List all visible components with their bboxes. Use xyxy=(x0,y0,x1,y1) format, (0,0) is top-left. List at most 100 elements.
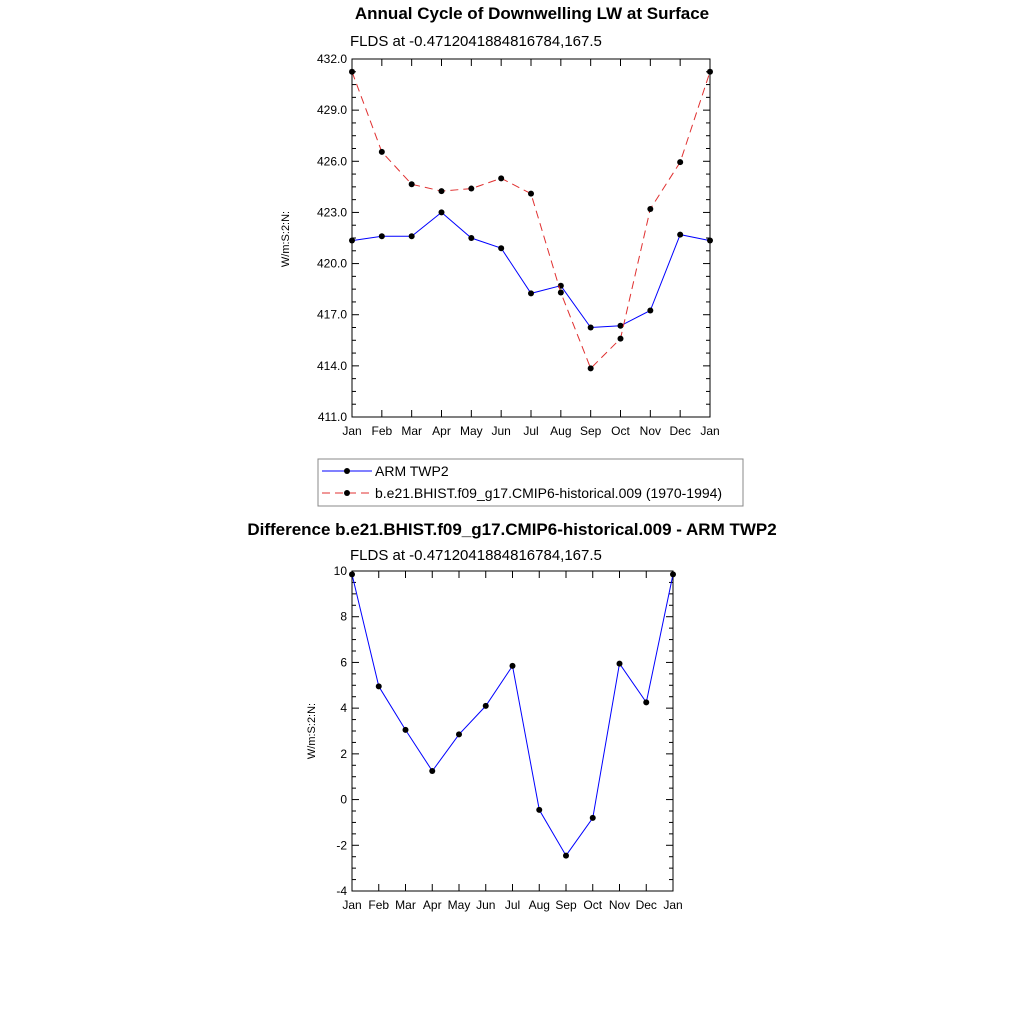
data-point xyxy=(482,702,489,709)
y-tick-label: 429.0 xyxy=(317,103,347,117)
data-point xyxy=(557,289,564,296)
x-tick-label: Feb xyxy=(371,424,392,438)
axes: Jan Feb Mar Apr May Jun Jul Aug Sep Oct Nov Dec Jan-… xyxy=(334,564,683,912)
x-tick-label: Jan xyxy=(342,898,361,912)
data-point xyxy=(647,206,654,213)
data-point xyxy=(349,237,355,244)
data-point xyxy=(349,68,355,75)
y-tick-label: -4 xyxy=(336,884,347,898)
x-tick-label: Apr xyxy=(423,898,442,912)
data-point xyxy=(498,175,505,182)
x-tick-label: Sep xyxy=(555,898,577,912)
legend-marker-arm xyxy=(344,468,350,474)
legend-label-arm: ARM TWP2 xyxy=(375,463,449,479)
data-point xyxy=(528,190,534,197)
data-point xyxy=(616,660,623,667)
data-point xyxy=(670,571,676,578)
plot-frame xyxy=(351,570,674,892)
x-tick-label: Oct xyxy=(611,424,630,438)
data-point xyxy=(375,683,382,690)
data-point xyxy=(408,233,415,240)
data-point xyxy=(378,233,385,240)
x-tick-label: Nov xyxy=(640,424,661,438)
data-point xyxy=(468,185,475,192)
series-line-0 xyxy=(351,211,711,329)
data-point xyxy=(677,159,684,166)
x-tick-label: Oct xyxy=(583,898,602,912)
y-tick-label: 0 xyxy=(340,793,347,807)
y-tick-label: 2 xyxy=(340,747,347,761)
data-point xyxy=(647,307,654,314)
x-tick-label: Jan xyxy=(663,898,682,912)
y-tick-label: 6 xyxy=(340,655,347,669)
data-point xyxy=(498,245,505,252)
x-tick-label: Jan xyxy=(700,424,719,438)
series-line-0 xyxy=(351,574,674,857)
annual-cycle-chart: Annual Cycle of Downwelling LW at Surfac… xyxy=(280,4,720,438)
chart-subtitle: FLDS at -0.4712041884816784,167.5 xyxy=(350,33,602,50)
data-point xyxy=(587,324,594,331)
legend: ARM TWP2 b.e21.BHIST.f09_g17.CMIP6-histo… xyxy=(317,458,744,507)
x-tick-label: Nov xyxy=(609,898,630,912)
y-tick-label: 417.0 xyxy=(317,308,347,322)
data-point xyxy=(408,181,415,188)
data-point xyxy=(643,699,650,706)
x-tick-label: Feb xyxy=(368,898,389,912)
series-group xyxy=(349,571,676,859)
x-tick-label: Jan xyxy=(342,424,361,438)
plot-frame xyxy=(351,58,711,418)
data-point xyxy=(589,814,596,821)
data-point xyxy=(438,209,445,216)
x-tick-label: Sep xyxy=(580,424,602,438)
x-tick-label: May xyxy=(460,424,483,438)
x-tick-label: Aug xyxy=(529,898,550,912)
difference-chart: Difference b.e21.BHIST.f09_g17.CMIP6-his… xyxy=(247,520,776,912)
data-point xyxy=(509,662,516,669)
chart-subtitle: FLDS at -0.4712041884816784,167.5 xyxy=(350,547,602,564)
y-tick-label: 423.0 xyxy=(317,205,347,219)
y-tick-label: 411.0 xyxy=(318,410,347,424)
data-point xyxy=(707,68,713,75)
data-point xyxy=(528,290,534,297)
x-tick-label: Dec xyxy=(669,424,690,438)
x-tick-label: Jun xyxy=(476,898,495,912)
y-tick-label: 420.0 xyxy=(317,257,347,271)
legend-label-model: b.e21.BHIST.f09_g17.CMIP6-historical.009… xyxy=(375,485,722,501)
y-tick-label: 432.0 xyxy=(317,52,347,66)
x-tick-label: Jul xyxy=(523,424,538,438)
x-tick-label: Jun xyxy=(491,424,510,438)
x-tick-label: Jul xyxy=(505,898,520,912)
legend-box xyxy=(317,458,744,507)
x-tick-label: Aug xyxy=(550,424,571,438)
data-point xyxy=(536,806,543,813)
series-group xyxy=(349,68,713,372)
axes: Jan Feb Mar Apr May Jun Jul Aug Sep Oct Nov Dec Jan4… xyxy=(317,52,720,438)
data-point xyxy=(378,148,385,155)
data-point xyxy=(587,365,594,372)
y-tick-label: 10 xyxy=(334,564,348,578)
x-tick-label: May xyxy=(448,898,471,912)
data-point xyxy=(677,231,684,238)
data-point xyxy=(402,726,409,733)
x-tick-label: Mar xyxy=(401,424,422,438)
x-tick-label: Mar xyxy=(395,898,416,912)
x-tick-label: Apr xyxy=(432,424,451,438)
chart-title: Difference b.e21.BHIST.f09_g17.CMIP6-his… xyxy=(247,520,776,539)
data-point xyxy=(456,731,462,738)
legend-marker-model xyxy=(344,490,350,496)
data-point xyxy=(468,235,475,241)
y-tick-label: 8 xyxy=(340,610,347,624)
y-axis-label: W/m:S:2:N: xyxy=(280,211,292,267)
chart-title: Annual Cycle of Downwelling LW at Surfac… xyxy=(355,4,709,23)
y-axis-label: W/m:S:2:N: xyxy=(306,703,318,759)
y-tick-label: 4 xyxy=(340,701,347,715)
data-point xyxy=(429,768,436,774)
data-point xyxy=(438,188,445,195)
data-point xyxy=(617,322,624,329)
data-point xyxy=(617,335,624,342)
data-point xyxy=(707,237,713,244)
x-tick-label: Dec xyxy=(636,898,657,912)
data-point xyxy=(349,571,355,578)
y-tick-label: -2 xyxy=(336,838,347,852)
